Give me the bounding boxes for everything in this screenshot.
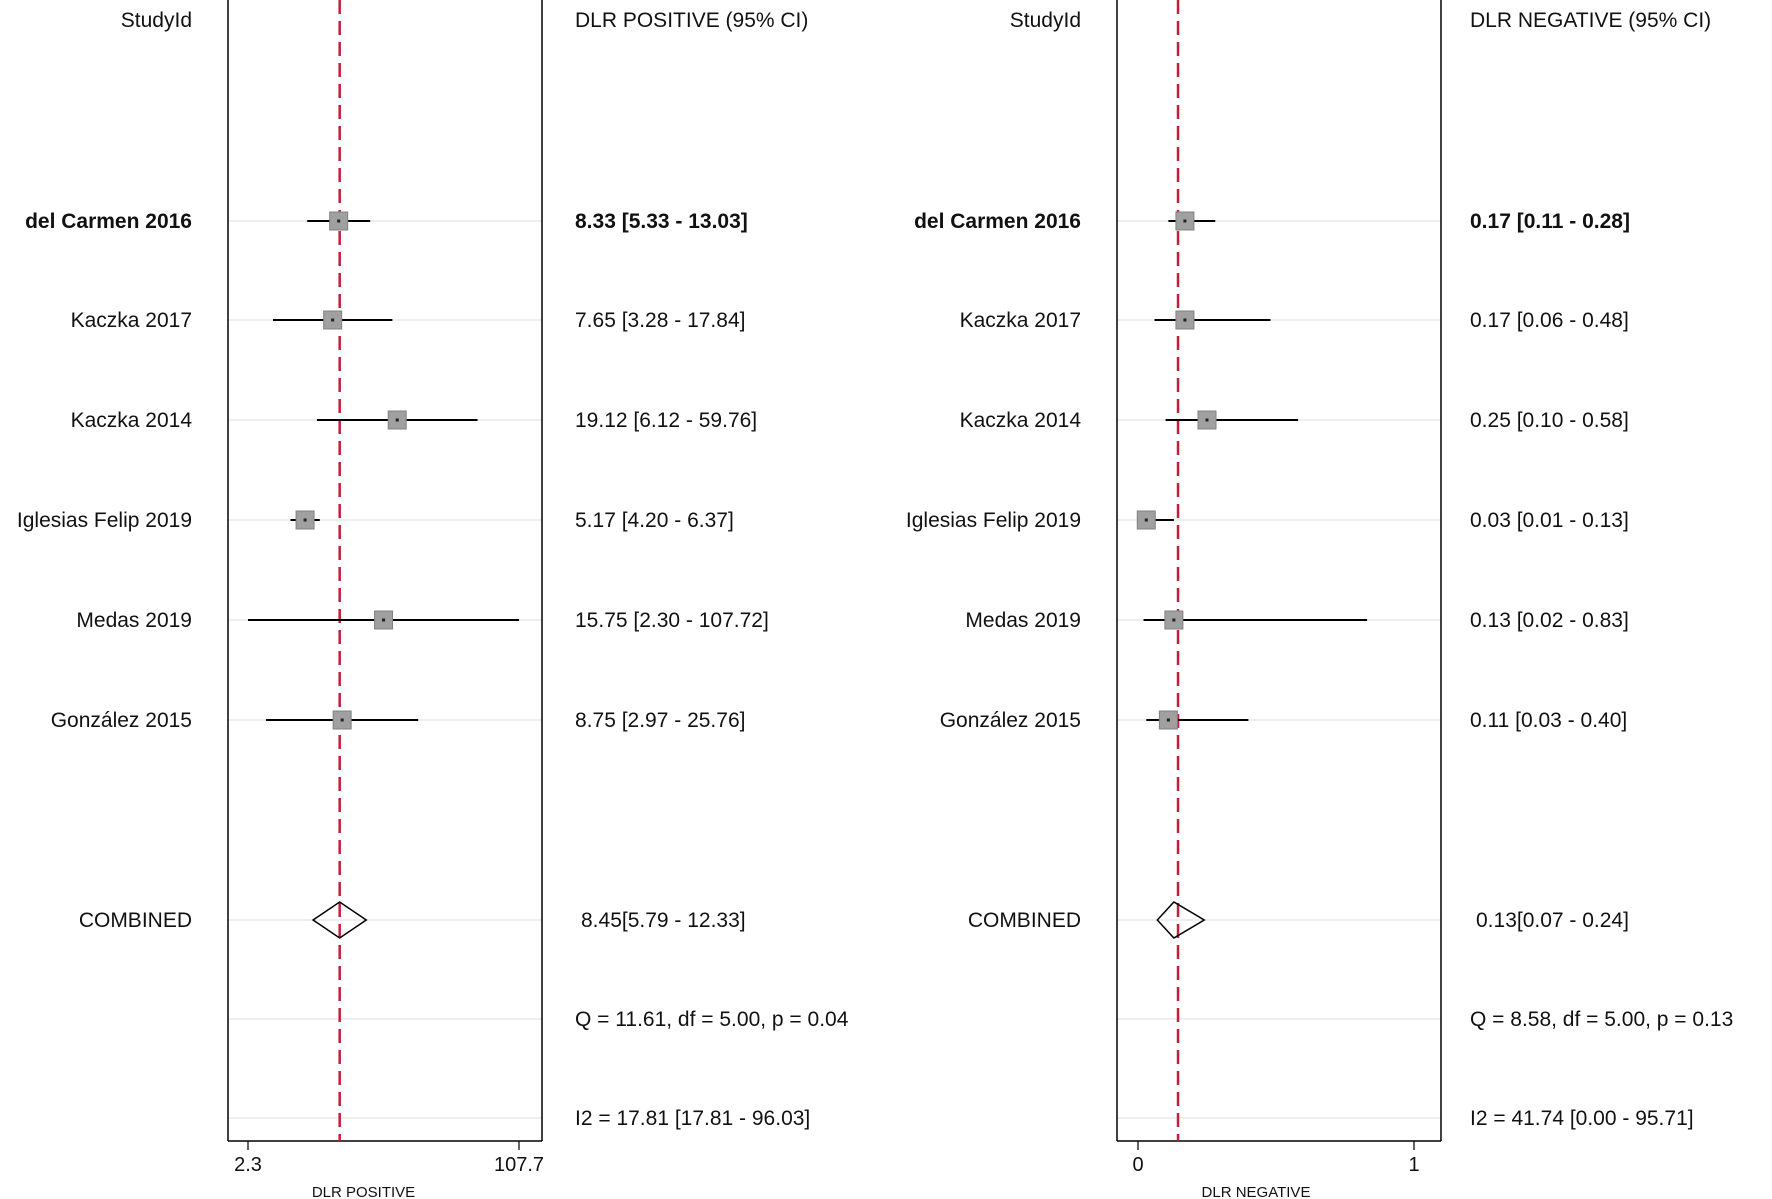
header-estimate: DLR NEGATIVE (95% CI) [1470,9,1711,32]
x-tick-label: 107.7 [494,1154,544,1176]
heterogeneity-i2-text: I2 = 41.74 [0.00 - 95.71] [1470,1107,1694,1130]
study-point-center [337,219,341,223]
study-estimate-label: 0.03 [0.01 - 0.13] [1470,509,1629,532]
combined-estimate-label: 8.45[5.79 - 12.33] [581,909,746,932]
study-point-center [382,618,386,622]
combined-diamond [311,901,368,939]
study-name: Iglesias Felip 2019 [17,509,192,532]
study-name: Medas 2019 [965,609,1081,632]
study-point-center [1183,318,1187,322]
heterogeneity-i2-text: I2 = 17.81 [17.81 - 96.03] [575,1107,810,1130]
combined-label: COMBINED [79,909,192,932]
panel-dlr-positive: StudyId DLR POSITIVE (95% CI) 2.3 107.7 DLR … [17,0,849,1199]
combined-estimate-label: 0.13[0.07 - 0.24] [1476,909,1629,932]
heterogeneity-q-text: Q = 8.58, df = 5.00, p = 0.13 [1470,1008,1733,1031]
study-point-center [1166,718,1170,722]
study-point-center [303,518,307,522]
study-name: del Carmen 2016 [25,210,192,233]
study-point-center [1205,418,1209,422]
x-axis-label: DLR POSITIVE [312,1184,415,1199]
header-study-id: StudyId [1010,9,1081,32]
study-estimate-label: 8.75 [2.97 - 25.76] [575,709,745,732]
heterogeneity-q-text: Q = 11.61, df = 5.00, p = 0.04 [575,1008,849,1031]
study-estimate-label: 0.13 [0.02 - 0.83] [1470,609,1629,632]
panel-dlr-negative: StudyId DLR NEGATIVE (95% CI) 0 1 DLR NEGATI… [906,0,1733,1199]
study-point-center [1183,219,1187,223]
study-name: Kaczka 2017 [71,309,192,332]
study-name: del Carmen 2016 [914,210,1081,233]
study-estimate-label: 8.33 [5.33 - 13.03] [575,210,748,233]
combined-label: COMBINED [968,909,1081,932]
study-estimate-label: 0.17 [0.11 - 0.28] [1470,210,1630,233]
study-estimate-label: 15.75 [2.30 - 107.72] [575,609,769,632]
study-estimate-label: 0.25 [0.10 - 0.58] [1470,409,1629,432]
study-point-center [395,418,399,422]
x-axis-label: DLR NEGATIVE [1202,1184,1311,1199]
x-tick-label: 2.3 [234,1154,262,1176]
study-estimate-label: 0.11 [0.03 - 0.40] [1470,709,1627,732]
study-name: González 2015 [940,709,1081,732]
x-tick-label: 0 [1132,1154,1143,1176]
x-tick-label: 1 [1408,1154,1419,1176]
study-estimate-label: 7.65 [3.28 - 17.84] [575,309,745,332]
study-name: Iglesias Felip 2019 [906,509,1081,532]
header-study-id: StudyId [121,9,192,32]
study-estimate-label: 19.12 [6.12 - 59.76] [575,409,757,432]
study-estimate-label: 0.17 [0.06 - 0.48] [1470,309,1629,332]
study-estimate-label: 5.17 [4.20 - 6.37] [575,509,734,532]
study-point-center [340,718,344,722]
study-name: González 2015 [51,709,192,732]
study-name: Kaczka 2014 [71,409,193,432]
study-name: Kaczka 2014 [960,409,1082,432]
study-name: Medas 2019 [76,609,192,632]
study-point-center [1144,518,1148,522]
study-name: Kaczka 2017 [960,309,1081,332]
study-point-center [331,318,335,322]
combined-diamond [1156,901,1206,939]
header-estimate: DLR POSITIVE (95% CI) [575,9,808,32]
study-point-center [1172,618,1176,622]
